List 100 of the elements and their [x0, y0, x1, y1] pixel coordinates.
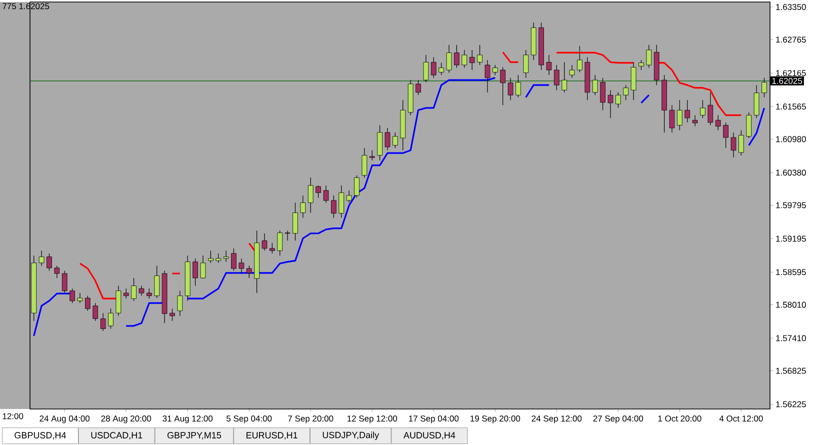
- candlestick: [292, 202, 298, 241]
- x-tick-label: 1 Oct 20:00: [658, 416, 702, 422]
- candlestick: [715, 114, 721, 131]
- candlestick: [138, 285, 144, 296]
- candlestick: [223, 250, 229, 262]
- candlestick: [630, 62, 636, 100]
- candlestick: [362, 148, 368, 178]
- x-tick-label: 24 Sep 12:00: [532, 416, 582, 424]
- candlestick: [638, 60, 644, 70]
- y-tick-label: 1.62165: [776, 70, 806, 76]
- candlestick: [492, 64, 498, 76]
- candlestick: [70, 288, 75, 304]
- candlestick: [577, 46, 582, 73]
- candlestick: [516, 74, 521, 98]
- y-tick-label: 1.58595: [776, 269, 806, 276]
- candlestick: [600, 78, 606, 110]
- text: GBPJPY,M15: [167, 432, 222, 440]
- candlestick: [77, 292, 83, 304]
- text: 12:00: [2, 413, 24, 420]
- candlestick: [730, 132, 736, 158]
- candlestick: [684, 100, 690, 123]
- candlestick: [369, 150, 375, 161]
- candlestick: [615, 92, 621, 108]
- candlestick: [676, 100, 682, 131]
- candlestick: [592, 74, 598, 96]
- candlestick: [508, 78, 514, 100]
- candlestick: [300, 195, 306, 218]
- candlestick: [708, 92, 714, 126]
- candlestick: [308, 177, 314, 214]
- text: GBPUSD,H4: [14, 432, 66, 440]
- candlestick: [608, 90, 614, 118]
- candlestick: [454, 44, 460, 68]
- candlestick: [700, 100, 706, 118]
- candlestick: [262, 233, 268, 251]
- text: AUDUSD,H4: [403, 432, 456, 440]
- y-tick-label: 1.61565: [776, 104, 806, 110]
- candlestick: [46, 253, 52, 272]
- candlestick: [384, 128, 390, 151]
- x-tick-label: 4 Oct 12:00: [719, 416, 763, 422]
- x-tick-label: 12 Sep 12:00: [347, 416, 398, 424]
- candlestick: [231, 248, 236, 272]
- candlestick: [738, 130, 744, 156]
- candlestick: [192, 258, 198, 286]
- candlestick: [484, 60, 490, 93]
- candlestick: [216, 253, 222, 264]
- candlestick: [208, 250, 214, 264]
- candlestick: [154, 265, 160, 298]
- candlestick: [446, 44, 452, 74]
- y-tick-label: 1.60980: [776, 136, 806, 142]
- candlestick: [54, 265, 60, 278]
- y-tick-label: 1.62765: [776, 36, 806, 43]
- candlestick: [131, 278, 136, 302]
- candlestick: [323, 185, 329, 204]
- x-tick-label: 7 Sep 20:00: [288, 416, 334, 424]
- candlestick: [754, 84, 760, 118]
- candlestick: [669, 104, 675, 133]
- x-tick-label: 27 Sep 04:00: [593, 416, 644, 424]
- y-tick-label: 1.57410: [776, 335, 806, 342]
- candlestick: [100, 312, 106, 332]
- candlestick: [416, 80, 421, 96]
- candlestick: [270, 242, 275, 254]
- candlestick: [562, 62, 567, 93]
- candlestick: [430, 56, 436, 78]
- candlestick: [569, 64, 575, 78]
- candlestick: [377, 124, 382, 161]
- candlestick: [277, 230, 283, 256]
- candlestick: [392, 132, 398, 148]
- candlestick: [646, 44, 652, 68]
- candlestick: [546, 54, 552, 76]
- candlestick: [108, 308, 114, 330]
- x-tick-label: 19 Sep 20:00: [470, 416, 520, 424]
- x-tick-label: 31 Aug 12:00: [162, 416, 213, 424]
- candlestick: [62, 270, 68, 294]
- candlestick: [692, 114, 698, 127]
- candlestick: [146, 288, 152, 299]
- candlestick: [316, 185, 321, 198]
- y-tick-label: 1.63350: [776, 4, 806, 10]
- candlestick: [116, 285, 122, 316]
- candlestick: [331, 195, 336, 218]
- text: USDCAD,H1: [91, 432, 142, 440]
- y-tick-label: 1.59195: [776, 236, 806, 242]
- candlestick: [346, 190, 352, 204]
- candlestick: [554, 64, 560, 90]
- candlestick: [746, 112, 752, 138]
- candlestick: [423, 54, 429, 83]
- y-tick-label: 1.58010: [776, 302, 806, 308]
- candlestick: [246, 265, 252, 278]
- candlestick: [462, 50, 468, 68]
- candlestick: [177, 290, 183, 316]
- candlestick: [92, 302, 98, 322]
- text: EURUSD,H1: [246, 432, 298, 440]
- candlestick: [170, 308, 175, 322]
- candlestick: [523, 50, 529, 78]
- text: USDJPY,Daily: [322, 432, 380, 440]
- candlestick: [338, 185, 344, 218]
- candlestick: [500, 66, 506, 106]
- x-tick-label: 5 Sep 04:00: [226, 416, 272, 424]
- x-tick-label: 28 Aug 20:00: [101, 416, 152, 424]
- candlestick: [123, 288, 129, 299]
- y-tick-label: 1.60380: [776, 170, 806, 176]
